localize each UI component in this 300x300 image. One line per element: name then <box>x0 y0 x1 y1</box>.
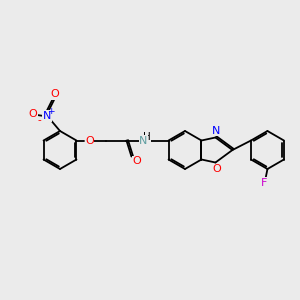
Text: O: O <box>132 157 141 166</box>
Text: N: N <box>212 125 220 136</box>
Text: F: F <box>261 178 268 188</box>
Text: O: O <box>85 136 94 146</box>
Text: N: N <box>43 111 51 121</box>
Text: +: + <box>47 106 55 116</box>
Text: H: H <box>142 133 150 142</box>
Text: O: O <box>51 89 59 99</box>
Text: O: O <box>28 109 38 119</box>
Text: -: - <box>37 115 41 125</box>
Text: N: N <box>139 136 148 146</box>
Text: O: O <box>212 164 221 175</box>
